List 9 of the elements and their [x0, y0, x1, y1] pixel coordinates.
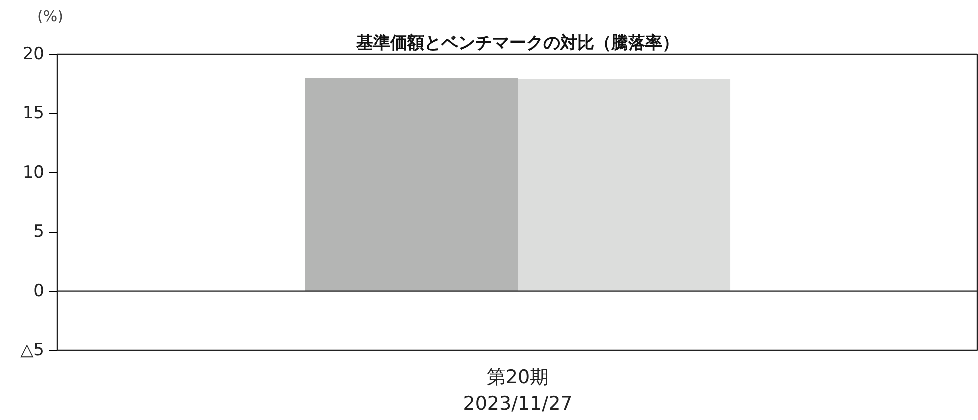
y-tick-label: 20: [22, 44, 45, 64]
y-tick-label: 0: [34, 281, 45, 302]
y-tick-label: △5: [20, 340, 44, 360]
x-tick-label: 第20期 2023/11/27: [463, 366, 573, 415]
chart-title: 基準価額とベンチマークの対比（騰落率）: [356, 34, 680, 54]
y-tick-label: 10: [22, 162, 45, 183]
y-tick-label: 15: [22, 104, 45, 124]
y-tick-label: 5: [34, 222, 45, 242]
y-axis-title: (%): [38, 8, 64, 26]
